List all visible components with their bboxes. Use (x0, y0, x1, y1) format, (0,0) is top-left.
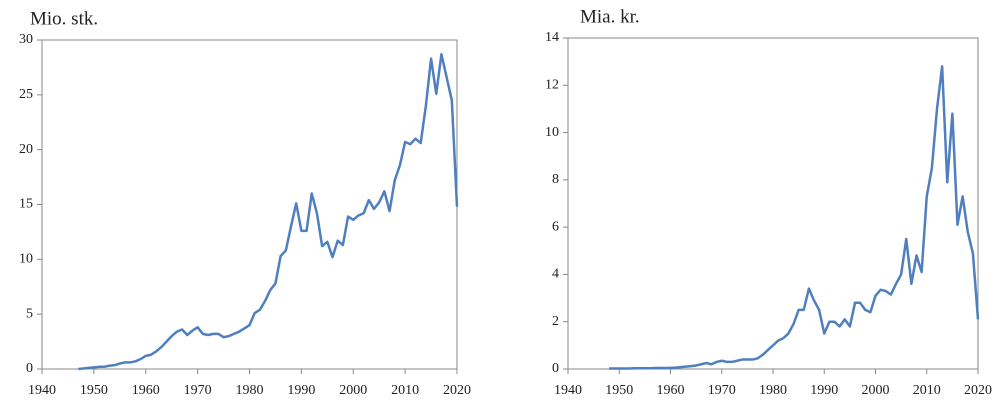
y-tick-label: 4 (552, 267, 559, 282)
y-tick-label: 20 (19, 142, 33, 157)
y-tick-label: 14 (545, 30, 559, 45)
x-tick-label: 1940 (28, 383, 56, 398)
y-tick-label: 8 (552, 172, 559, 187)
x-tick-label: 1980 (759, 383, 787, 398)
x-tick-label: 1950 (80, 383, 108, 398)
x-tick-label: 2000 (339, 383, 367, 398)
y-tick-label: 10 (545, 125, 559, 140)
x-tick-label: 2020 (964, 383, 992, 398)
x-tick-label: 1950 (605, 383, 633, 398)
line (609, 65, 980, 370)
plot-frame (567, 37, 979, 370)
chart-title: Mio. stk. (30, 8, 98, 29)
x-tick-label: 1970 (184, 383, 212, 398)
y-tick-label: 5 (26, 306, 33, 321)
x-tick-label: 2010 (913, 383, 941, 398)
x-tick-label: 1990 (287, 383, 315, 398)
line (78, 53, 459, 371)
chart-title: Mia. kr. (580, 6, 640, 27)
x-tick-label: 1940 (554, 383, 582, 398)
x-tick-label: 1970 (708, 383, 736, 398)
x-tick-label: 2000 (862, 383, 890, 398)
y-tick-label: 25 (19, 87, 33, 102)
y-tick-label: 15 (19, 197, 33, 212)
y-tick-label: 12 (545, 78, 559, 93)
y-tick-label: 0 (552, 361, 559, 376)
x-tick-label: 1990 (810, 383, 838, 398)
y-tick-label: 2 (552, 314, 559, 329)
y-tick-label: 0 (26, 361, 33, 376)
y-tick-label: 6 (552, 219, 559, 234)
x-tick-label: 2020 (443, 383, 471, 398)
y-tick-label: 30 (19, 32, 33, 47)
x-tick-label: 1980 (236, 383, 264, 398)
y-tick-label: 10 (19, 252, 33, 267)
x-tick-label: 2010 (391, 383, 419, 398)
plot-frame (41, 39, 458, 370)
x-tick-label: 1960 (657, 383, 685, 398)
x-tick-label: 1960 (132, 383, 160, 398)
